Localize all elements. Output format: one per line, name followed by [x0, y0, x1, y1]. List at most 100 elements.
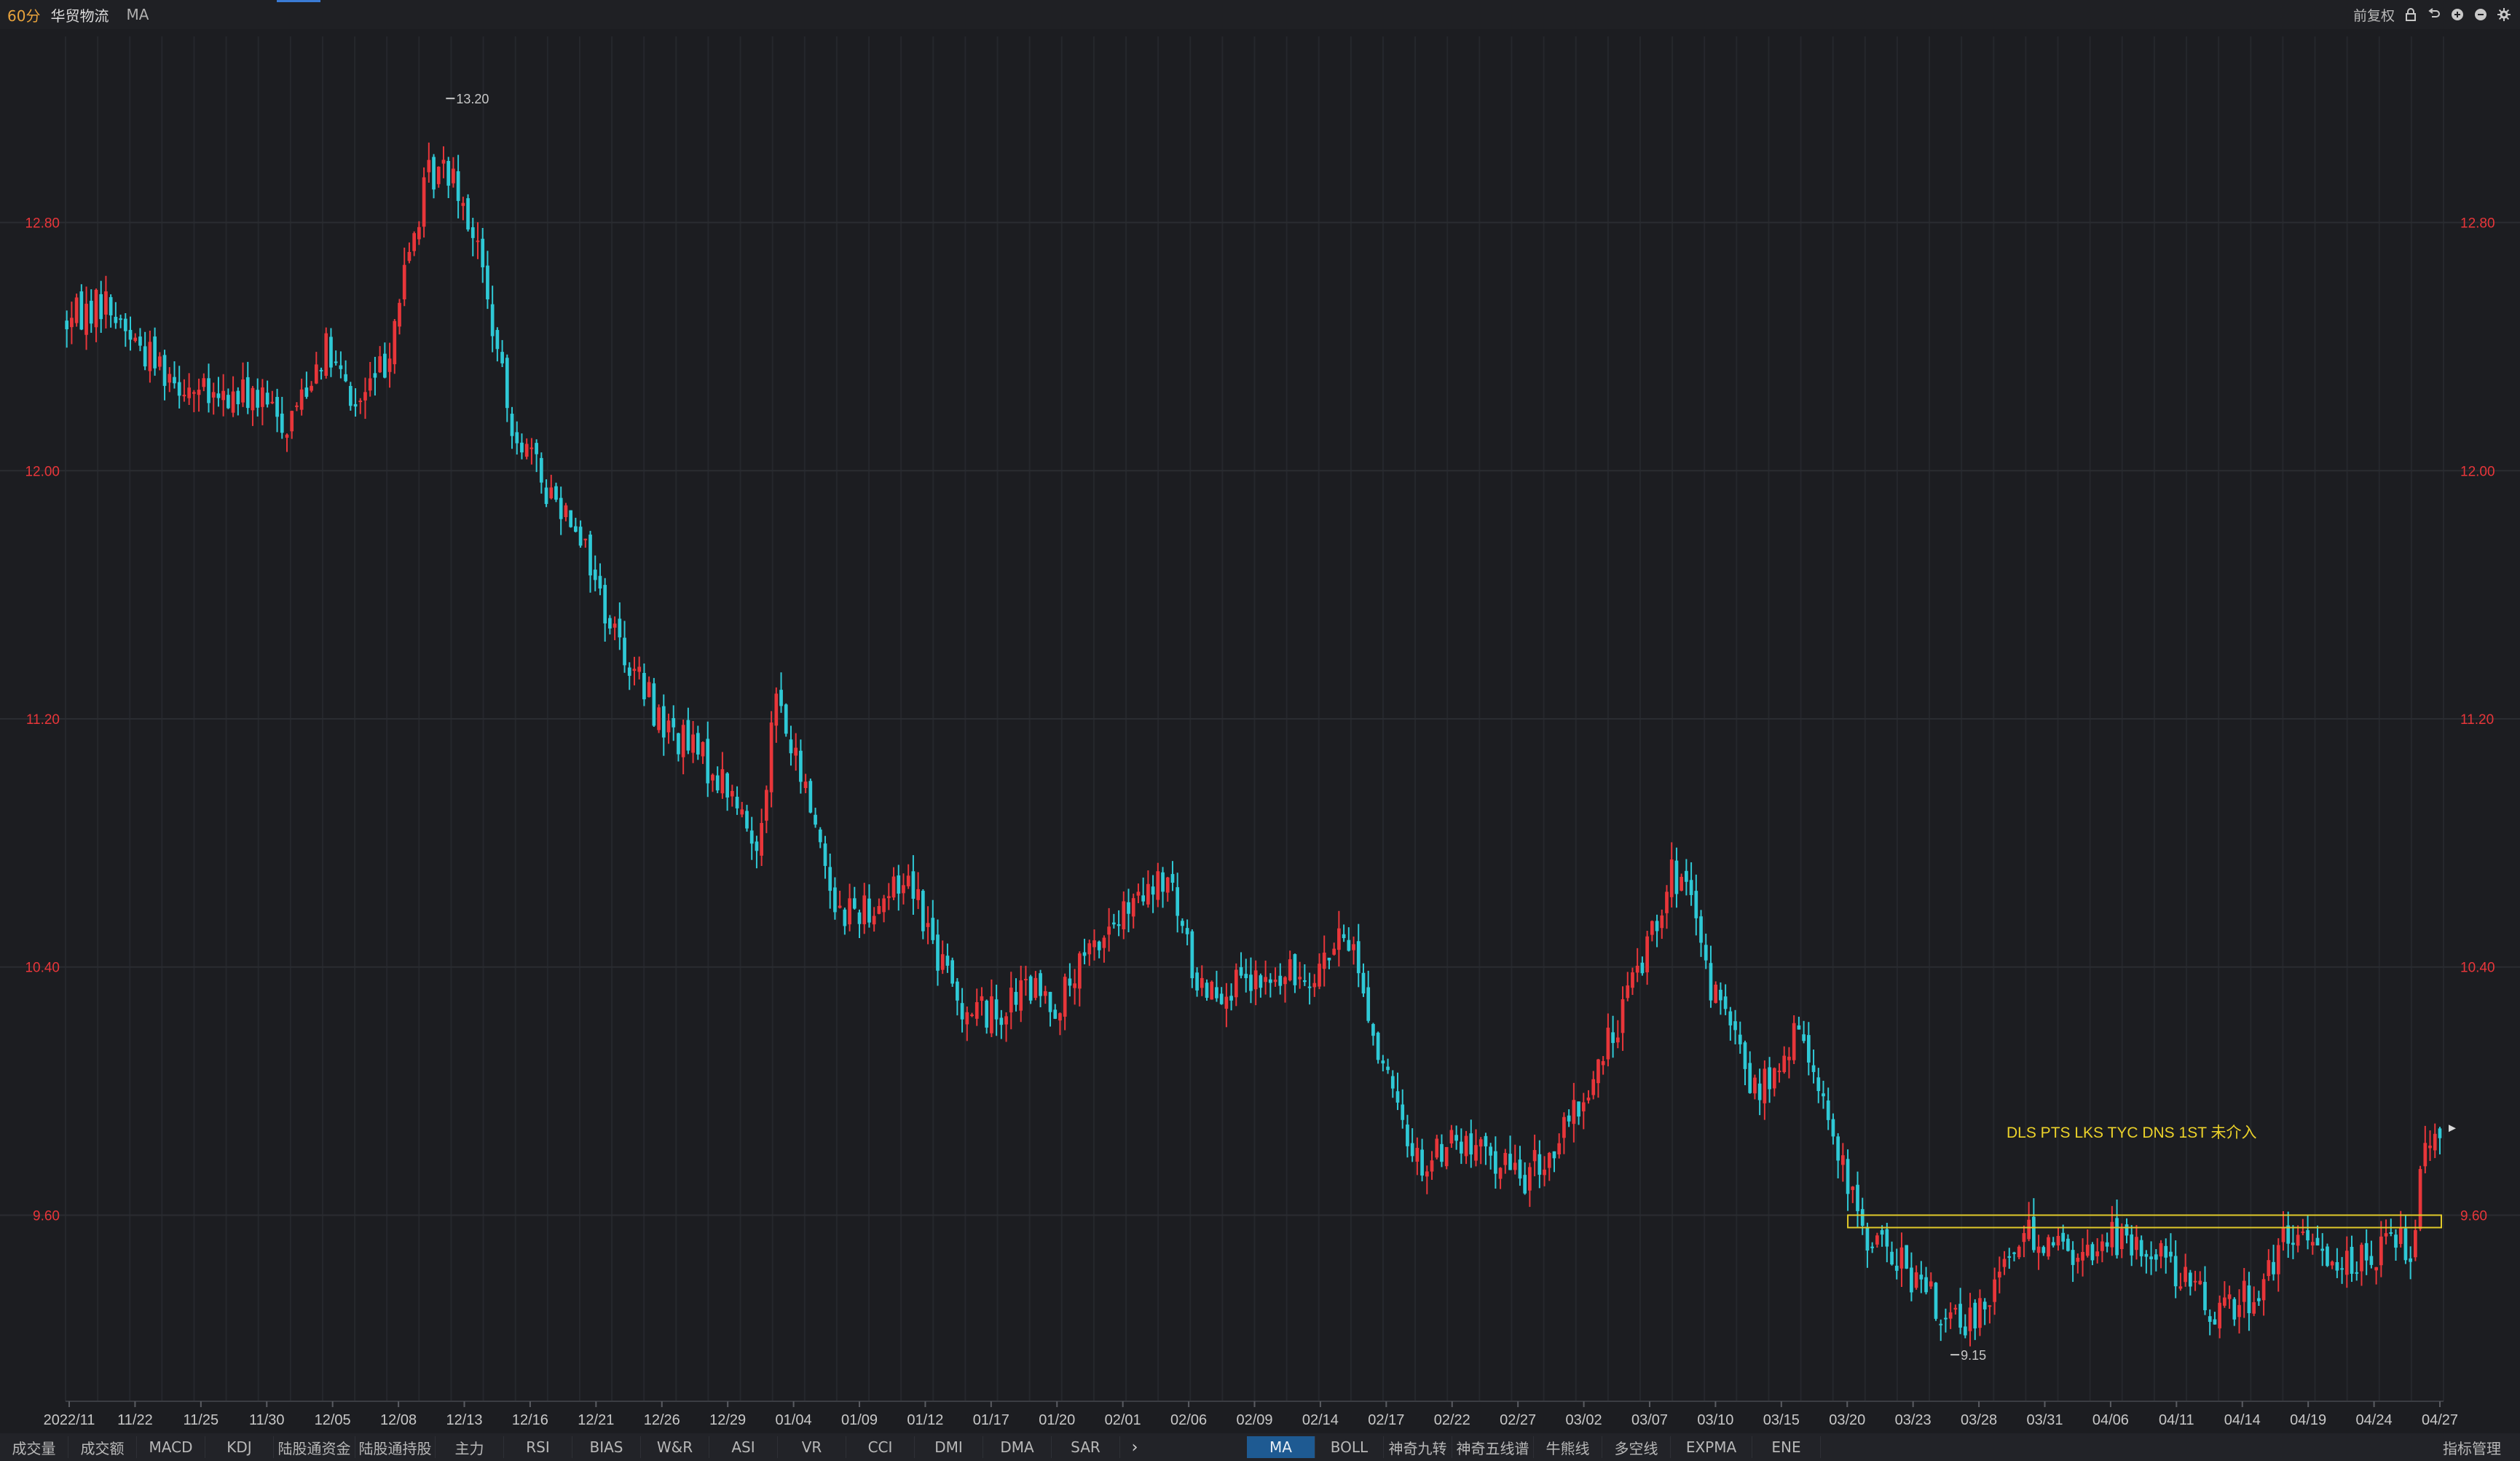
indicator-tab[interactable]: 成交额 [68, 1436, 137, 1458]
indicator-tab[interactable]: SAR [1052, 1436, 1120, 1458]
candle [173, 377, 176, 384]
candle [1117, 924, 1121, 926]
candle [2076, 1257, 2080, 1262]
candle [1626, 985, 1630, 999]
lock-icon[interactable] [2403, 7, 2418, 22]
candle [1577, 1101, 1580, 1117]
candle [994, 999, 999, 1020]
candle [2208, 1316, 2212, 1322]
indicator-tab[interactable]: KDJ [205, 1436, 274, 1458]
candle [2193, 1280, 2197, 1283]
indicator-tab[interactable]: 主力 [436, 1436, 504, 1458]
candle [1978, 1298, 1982, 1328]
indicator-tab[interactable]: VR [778, 1436, 846, 1458]
settings-icon[interactable] [2497, 7, 2511, 22]
candle [109, 296, 113, 316]
y-tick-label-left: 12.00 [25, 464, 60, 479]
indicator-tab[interactable]: 陆股通资金 [274, 1436, 355, 1458]
indicator-tab[interactable]: DMA [983, 1436, 1052, 1458]
candle [1645, 936, 1649, 973]
indicator-tab[interactable]: RSI [504, 1436, 572, 1458]
indicator-tab[interactable]: BIAS [572, 1436, 641, 1458]
candle [1685, 870, 1688, 882]
candle [1327, 957, 1331, 961]
resistance-band[interactable] [1847, 1214, 2443, 1229]
candle [2110, 1221, 2114, 1248]
candle [94, 289, 98, 328]
candle [1944, 1318, 1948, 1320]
indicator-tab[interactable]: 陆股通持股 [355, 1436, 436, 1458]
candle [153, 336, 157, 369]
adjust-mode-button[interactable]: 前复权 [2352, 7, 2395, 24]
candle [1669, 859, 1674, 897]
indicator-label[interactable]: MA [126, 6, 149, 23]
candle [1963, 1326, 1967, 1336]
candle [2276, 1245, 2280, 1275]
x-tick-label: 11/22 [117, 1412, 153, 1428]
candle [1136, 891, 1141, 896]
candle [2330, 1261, 2334, 1266]
period-label[interactable]: 60分 [7, 7, 41, 25]
y-tick-label-right: 12.80 [2460, 216, 2495, 232]
candle [436, 166, 441, 184]
indicator-tab[interactable]: 牛熊线 [1534, 1436, 1602, 1458]
candle [324, 333, 328, 377]
candle [2315, 1237, 2320, 1246]
indicator-tab[interactable]: MACD [137, 1436, 205, 1458]
x-tick-label: 02/22 [1434, 1412, 1470, 1428]
candle [2036, 1246, 2041, 1253]
candle [197, 390, 201, 395]
candlestick-chart[interactable]: 12.80 12.80 12.00 12.00 11.20 11.20 10.40 10.40… [0, 32, 2520, 1432]
candle [1224, 996, 1229, 1009]
indicator-tab[interactable]: 神奇五线谱 [1452, 1436, 1534, 1458]
candle [1988, 1305, 1992, 1307]
candle [1939, 1323, 1943, 1326]
x-tick-label: 03/07 [1631, 1412, 1668, 1428]
indicator-tab[interactable]: 成交量 [0, 1436, 68, 1458]
candle [2085, 1245, 2090, 1256]
candle [2095, 1251, 2100, 1256]
candle [686, 720, 690, 751]
zoom-in-icon[interactable] [2450, 7, 2465, 22]
candle [1361, 972, 1366, 994]
candle [387, 358, 392, 372]
indicator-tab[interactable]: EXPMA [1671, 1436, 1752, 1458]
x-tick-label: 03/28 [1961, 1412, 1997, 1428]
candle [236, 390, 240, 405]
indicator-tab[interactable]: MA [1247, 1436, 1315, 1458]
indicator-tab[interactable]: DMI [915, 1436, 983, 1458]
candle [2164, 1245, 2168, 1258]
candle [1024, 979, 1028, 981]
candle [2403, 1228, 2408, 1261]
chevron-right-icon[interactable]: › [1131, 1438, 1138, 1457]
candle [593, 570, 597, 580]
candle [1606, 1028, 1610, 1060]
candle [1958, 1304, 1962, 1328]
zoom-out-icon[interactable] [2473, 7, 2488, 22]
indicator-tab[interactable]: 神奇九转 [1384, 1436, 1452, 1458]
candle [1063, 977, 1067, 1017]
candle [2203, 1282, 2207, 1310]
undo-icon[interactable] [2427, 7, 2441, 22]
indicator-manage-button[interactable]: 指标管理 [2443, 1439, 2501, 1457]
candle [1454, 1135, 1458, 1141]
indicator-tab[interactable]: 多空线 [1602, 1436, 1671, 1458]
candle [1532, 1150, 1537, 1162]
indicator-tab[interactable]: BOLL [1315, 1436, 1384, 1458]
candle [1332, 948, 1336, 955]
candle [1890, 1251, 1894, 1265]
candle [162, 355, 167, 386]
candle [1552, 1151, 1556, 1159]
candle [554, 486, 558, 500]
indicator-tab[interactable]: ENE [1752, 1436, 1821, 1458]
indicator-tab[interactable]: W&R [641, 1436, 709, 1458]
candle [749, 830, 754, 844]
x-tick-label: 02/01 [1105, 1412, 1141, 1428]
low-label: 9.15 [1961, 1348, 1986, 1363]
candle [799, 750, 803, 782]
candle [299, 389, 304, 410]
indicator-tab[interactable]: ASI [709, 1436, 778, 1458]
candle [681, 725, 685, 757]
candle [1846, 1159, 1850, 1194]
indicator-tab[interactable]: CCI [846, 1436, 915, 1458]
